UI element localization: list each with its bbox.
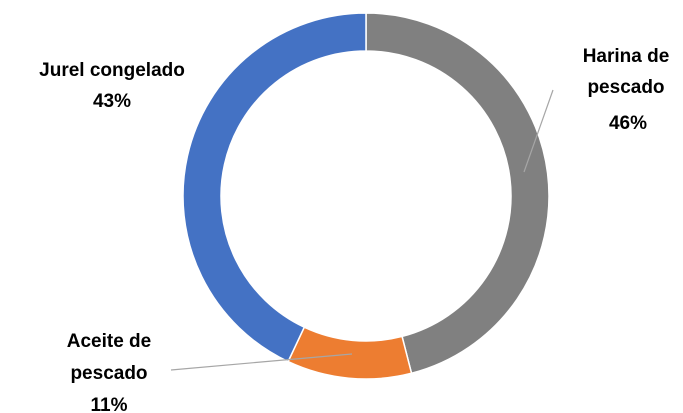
slice-aceite-de-pescado	[287, 326, 413, 380]
data-labels: Harina de pescado 46% Aceite de pescado 11% Ju…	[39, 46, 669, 413]
data-label-name-harina-de-pescado: pescado	[587, 77, 664, 98]
leader-lines	[170, 89, 554, 371]
data-label-percent-harina-de-pescado: 46%	[609, 113, 647, 134]
leader-line-aceite-de-pescado	[170, 353, 353, 371]
slice-harina-de-pescado	[365, 12, 550, 375]
data-label-name-aceite-de-pescado: Aceite de	[67, 331, 151, 352]
data-label-name-harina-de-pescado: Harina de	[583, 46, 670, 67]
slice-jurel-congelado	[182, 12, 367, 363]
data-label-percent-aceite-de-pescado: 11%	[91, 395, 128, 413]
data-label-name-aceite-de-pescado: pescado	[70, 363, 147, 384]
data-label-percent-jurel-congelado: 43%	[93, 91, 131, 112]
leader-line-harina-de-pescado	[523, 89, 554, 173]
data-label-name-jurel-congelado: Jurel congelado	[39, 60, 185, 81]
donut-slices	[182, 12, 550, 380]
